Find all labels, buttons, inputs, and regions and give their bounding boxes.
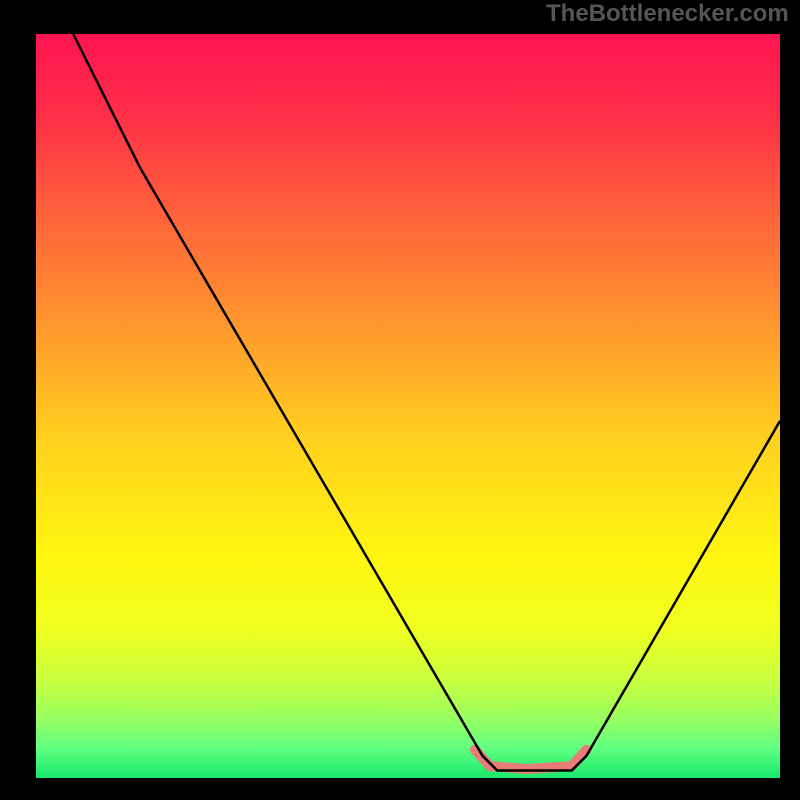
chart-frame: TheBottlenecker.com — [0, 0, 800, 800]
plot-area — [36, 34, 780, 778]
curve-layer — [36, 34, 780, 778]
bottleneck-curve — [73, 34, 780, 771]
watermark-text: TheBottlenecker.com — [546, 0, 789, 28]
